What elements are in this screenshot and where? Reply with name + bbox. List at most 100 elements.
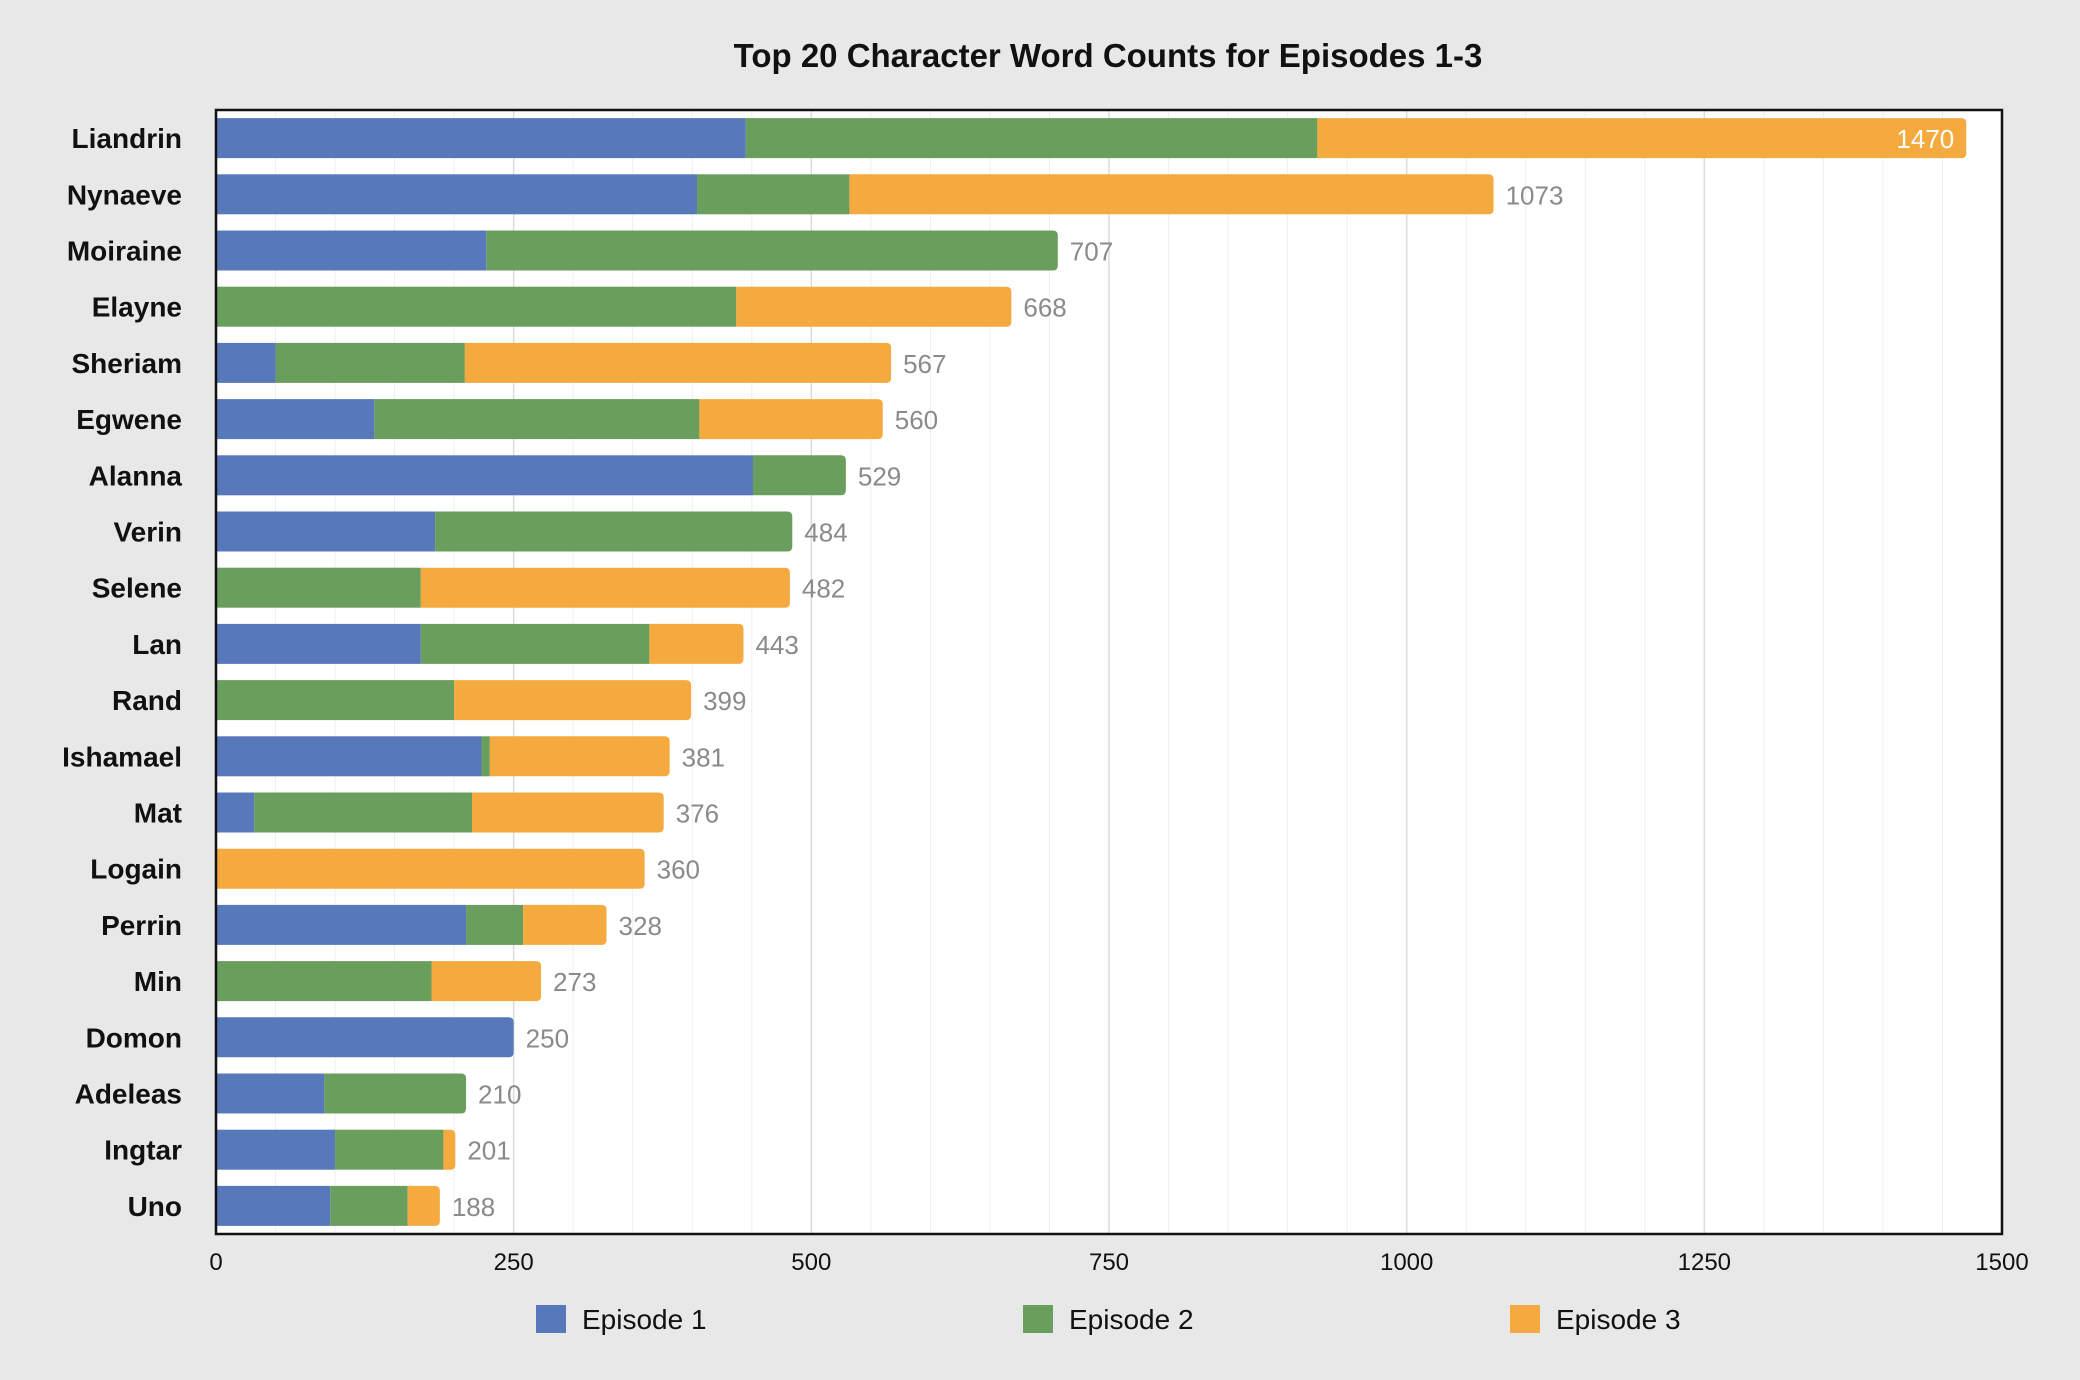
data-label: 1073 [1506, 180, 1564, 210]
bar-segment-episode-1 [216, 904, 467, 945]
bar-segment-episode-2 [216, 961, 432, 1002]
data-label: 668 [1023, 293, 1066, 323]
legend-swatch-episode-2 [1023, 1305, 1053, 1333]
category-label: Verin [114, 517, 182, 548]
category-label: Sheriam [72, 348, 183, 379]
bar-segment-episode-2 [335, 1129, 444, 1170]
category-label: Perrin [101, 910, 182, 941]
bar-segment-episode-2 [216, 567, 421, 608]
x-tick-label: 0 [209, 1249, 222, 1276]
category-label: Nynaeve [67, 179, 182, 210]
bar-segment-episode-2 [216, 286, 737, 327]
legend-swatch-episode-3 [1510, 1305, 1540, 1333]
bar-segment-episode-2 [216, 680, 455, 721]
category-label: Logain [90, 854, 182, 885]
data-label: 1470 [1896, 124, 1954, 154]
category-label: Alanna [89, 460, 183, 491]
bars [216, 118, 1967, 1226]
category-label: Rand [112, 685, 182, 716]
data-label: 210 [478, 1080, 521, 1110]
data-label: 482 [802, 574, 845, 604]
bar-segment-episode-2 [486, 230, 1058, 271]
legend-label-episode-2: Episode 2 [1069, 1304, 1194, 1335]
bar-segment-episode-2 [420, 623, 650, 664]
bar-segment-episode-1 [216, 792, 255, 833]
x-tick-label: 250 [494, 1249, 534, 1276]
bar-segment-episode-2 [324, 1073, 467, 1114]
bar-segment-episode-1 [216, 1073, 325, 1114]
bar-segment-episode-1 [216, 1185, 331, 1226]
bar-segment-episode-2 [435, 511, 793, 552]
bar-segment-episode-3 [649, 623, 744, 664]
data-label: 443 [755, 630, 798, 660]
bar-segment-episode-1 [216, 455, 753, 496]
data-label: 399 [703, 686, 746, 716]
bar-segment-episode-2 [374, 399, 700, 440]
x-tick-label: 1250 [1678, 1249, 1731, 1276]
bar-segment-episode-3 [849, 174, 1494, 215]
bar-segment-episode-1 [216, 1017, 514, 1058]
bar-segment-episode-3 [699, 399, 883, 440]
x-axis-ticks: 0 250 500 750 1000 1250 1500 [209, 1249, 2028, 1276]
data-label: 273 [553, 967, 596, 997]
data-label: 250 [526, 1023, 569, 1053]
x-tick-label: 1000 [1380, 1249, 1433, 1276]
bar-segment-episode-1 [216, 623, 421, 664]
bar-segment-episode-2 [752, 455, 846, 496]
category-label: Mat [134, 798, 182, 829]
bar-segment-episode-1 [216, 1129, 336, 1170]
bar-segment-episode-3 [407, 1185, 440, 1226]
legend-label-episode-1: Episode 1 [582, 1304, 707, 1335]
category-label: Liandrin [72, 123, 182, 154]
data-label: 376 [676, 799, 719, 829]
category-label: Egwene [76, 404, 182, 435]
x-tick-label: 750 [1089, 1249, 1129, 1276]
category-label: Adeleas [75, 1079, 182, 1110]
bar-segment-episode-2 [254, 792, 472, 833]
category-label: Domon [86, 1022, 182, 1053]
plot-frame [214, 108, 2004, 1236]
bar-segment-episode-3 [464, 342, 892, 383]
category-label: Moiraine [67, 236, 182, 267]
data-label: 567 [903, 349, 946, 379]
chart-title: Top 20 Character Word Counts for Episode… [734, 37, 1483, 74]
bar-segment-episode-3 [471, 792, 664, 833]
bar-segment-episode-3 [420, 567, 790, 608]
data-label: 188 [452, 1192, 495, 1222]
bar-segment-episode-2 [275, 342, 465, 383]
bar-segment-episode-1 [216, 736, 482, 777]
bar-segment-episode-3 [454, 680, 692, 721]
bar-segment-episode-2 [745, 118, 1318, 159]
category-label: Min [134, 966, 182, 997]
bar-segment-episode-1 [216, 174, 698, 215]
legend-label-episode-3: Episode 3 [1556, 1304, 1681, 1335]
bar-segment-episode-2 [466, 904, 524, 945]
data-label: 560 [895, 405, 938, 435]
category-label: Ingtar [104, 1135, 182, 1166]
bar-segment-episode-1 [216, 511, 436, 552]
data-label: 381 [682, 742, 725, 772]
bar-segment-episode-3 [489, 736, 670, 777]
category-label: Lan [132, 629, 182, 660]
category-label: Selene [92, 573, 182, 604]
bar-segment-episode-3 [431, 961, 542, 1002]
bar-segment-episode-3 [523, 904, 607, 945]
bar-segment-episode-2 [330, 1185, 408, 1226]
data-label: 360 [657, 855, 700, 885]
category-labels: Liandrin Nynaeve Moiraine Elayne Sheriam Egwe… [62, 123, 182, 1222]
category-label: Uno [128, 1191, 182, 1222]
bar-segment-episode-2 [697, 174, 850, 215]
data-label: 529 [858, 461, 901, 491]
bar-segment-episode-1 [216, 230, 487, 271]
data-label: 328 [619, 911, 662, 941]
data-label: 707 [1070, 237, 1113, 267]
bar-segment-episode-3 [736, 286, 1012, 327]
bar-segment-episode-1 [216, 342, 276, 383]
bar-segment-episode-3 [1317, 118, 1967, 159]
legend-swatch-episode-1 [536, 1305, 566, 1333]
category-label: Elayne [92, 292, 182, 323]
bar-segment-episode-3 [216, 848, 645, 889]
bar-segment-episode-1 [216, 118, 746, 159]
